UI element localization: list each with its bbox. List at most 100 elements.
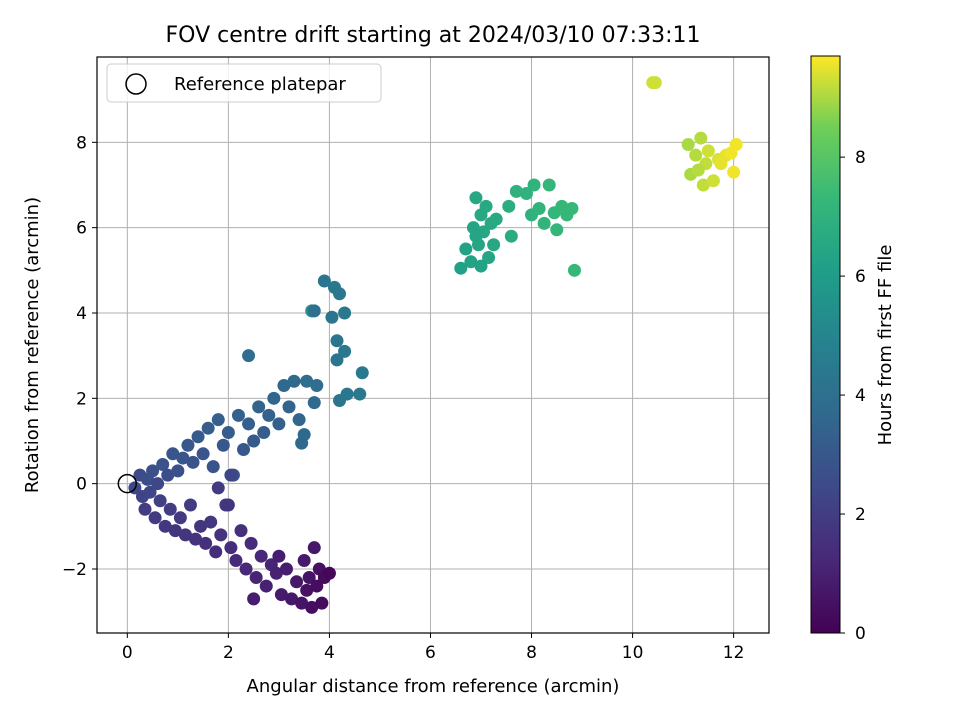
data-point [459,242,473,256]
data-point [464,255,478,269]
data-point [537,216,551,230]
data-point [183,498,197,512]
data-point [322,566,336,580]
colorbar-tick-label: 4 [855,386,866,406]
reference-point-marker [117,473,138,494]
y-axis-label: Rotation from reference (arcmin) [22,197,43,493]
data-point [209,545,223,559]
data-point [186,455,200,469]
data-point [211,481,225,495]
data-point [191,430,205,444]
x-tick-label: 10 [622,643,644,663]
data-point [148,511,162,525]
data-point [330,353,344,367]
data-point [504,229,518,243]
colorbar-tick-label: 0 [855,624,866,644]
data-point [297,428,311,442]
data-point [224,541,238,555]
grid-lines [97,57,769,633]
data-point [454,261,468,275]
data-point [231,408,245,422]
data-point [282,400,296,414]
y-axis-ticks: −2 0 2 4 6 8 [62,133,97,580]
data-point [146,464,160,478]
y-tick-label: 2 [76,389,87,409]
data-point [532,201,546,215]
data-point [173,511,187,525]
data-point [166,447,180,461]
data-point [269,566,283,580]
data-point [292,413,306,427]
colorbar: 0 2 4 6 8 Hours from first FF file [810,55,896,644]
data-point [262,408,276,422]
data-point [542,178,556,192]
data-point [272,549,286,563]
x-tick-label: 6 [425,643,436,663]
legend-label-reference: Reference platepar [174,74,346,95]
data-point [221,498,235,512]
data-point [300,374,314,388]
data-point [216,438,230,452]
data-point [153,494,167,508]
colorbar-label: Hours from first FF file [875,245,896,446]
y-tick-label: 8 [76,133,87,153]
data-point [221,425,235,439]
data-point [274,588,288,602]
data-point [204,515,218,529]
data-point [550,223,564,237]
data-point [355,366,369,380]
data-point [689,148,703,162]
data-point [254,549,268,563]
data-point [502,199,516,213]
data-point [239,562,253,576]
data-point [196,447,210,461]
data-point [234,524,248,538]
data-point [527,178,541,192]
data-point [247,592,261,606]
data-point [259,579,273,593]
data-point [206,460,220,474]
data-point [305,600,319,614]
data-point [279,562,293,576]
data-point [297,553,311,567]
data-point [143,485,157,499]
data-point [237,443,251,457]
data-point [161,468,175,482]
data-point [340,387,354,401]
colorbar-tick-label: 6 [855,267,866,287]
chart-title: FOV centre drift starting at 2024/03/10 … [166,23,701,48]
data-point [567,263,581,277]
data-point [565,201,579,215]
x-tick-label: 2 [223,643,234,663]
data-point [307,396,321,410]
data-point [199,536,213,550]
data-point [189,532,203,546]
data-point [325,310,339,324]
data-point [696,178,710,192]
data-point [163,502,177,516]
data-point [519,187,533,201]
x-tick-label: 8 [526,643,537,663]
data-point [242,349,256,363]
data-point [474,259,488,273]
data-point [242,417,256,431]
colorbar-gradient [810,55,841,634]
data-point [158,519,172,533]
data-point [156,457,170,471]
data-point [168,524,182,538]
data-point [171,464,185,478]
y-tick-label: 6 [76,219,87,239]
data-point [469,191,483,205]
data-point [310,579,324,593]
data-point [317,274,331,288]
data-point [300,583,314,597]
data-point [252,400,266,414]
data-point [648,76,662,90]
data-point [295,596,309,610]
data-point [194,519,208,533]
data-point [489,212,503,226]
colorbar-tick-label: 8 [855,148,866,168]
data-point [729,137,743,151]
scatter-points [117,76,743,614]
